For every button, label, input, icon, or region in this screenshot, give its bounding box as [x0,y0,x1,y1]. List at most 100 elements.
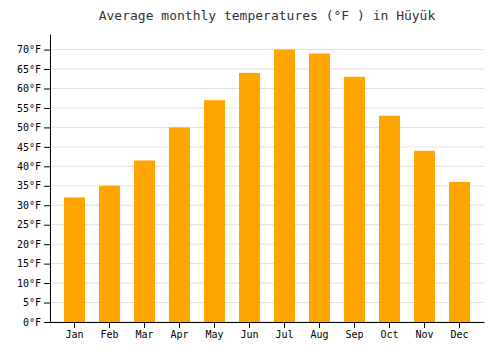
y-axis: 0°F 5°F 10°F 15°F 20°F 25°F 30°F 35°F 40°F 45°F 50… [17,35,51,328]
x-tick-mark [74,322,75,328]
y-tick: 5°F [23,297,50,308]
y-tick-label: 30°F [17,200,41,211]
y-tick-mark [44,166,50,167]
plot-area: 0°F 5°F 10°F 15°F 20°F 25°F 30°F 35°F 40°F 45°F 50… [17,35,485,341]
y-tick: 60°F [17,83,50,94]
grid-line [50,146,484,147]
x-tick-mark [424,322,425,328]
grid-line [50,127,484,128]
grid-line [50,49,484,50]
y-tick-label: 45°F [17,142,41,153]
x-tick-label: Aug [310,329,328,340]
y-tick-label: 15°F [17,258,41,269]
y-tick-label: 55°F [17,103,41,114]
y-tick-mark [44,322,50,323]
y-tick-mark [44,283,50,284]
y-tick: 55°F [17,103,50,114]
y-tick: 45°F [17,142,50,153]
x-tick-label: Sep [345,329,363,340]
y-tick-label: 60°F [17,83,41,94]
y-tick-label: 40°F [17,161,41,172]
y-tick-label: 5°F [23,297,41,308]
bar [64,197,85,322]
y-tick: 25°F [17,219,50,230]
bars [64,50,470,322]
y-tick: 65°F [17,64,50,75]
x-tick: Jan [65,322,83,340]
y-tick: 10°F [17,278,50,289]
y-tick: 70°F [17,44,50,55]
y-tick-label: 35°F [17,180,41,191]
y-tick-mark [44,244,50,245]
grid-line [50,69,484,70]
x-tick-mark [109,322,110,328]
x-tick: Nov [415,322,433,340]
y-tick: 35°F [17,180,50,191]
x-tick-mark [354,322,355,328]
y-tick-mark [44,108,50,109]
y-tick-mark [44,205,50,206]
grid-line [50,88,484,89]
x-tick-label: Jun [240,329,258,340]
x-tick: Apr [170,322,188,340]
y-tick-mark [44,127,50,128]
x-tick: Oct [380,322,398,340]
y-tick-label: 0°F [23,317,41,328]
y-tick: 0°F [23,317,50,328]
x-axis-line [51,322,485,323]
x-tick-mark [214,322,215,328]
bar [99,186,120,322]
y-tick-label: 65°F [17,64,41,75]
bar [239,73,260,322]
y-tick-mark [44,303,50,304]
y-tick-mark [44,186,50,187]
bar [309,53,330,322]
grid [50,50,484,322]
x-tick-mark [179,322,180,328]
x-tick-mark [319,322,320,328]
x-tick-label: Oct [380,329,398,340]
y-tick-mark [44,225,50,226]
x-tick: Dec [450,322,468,340]
x-tick-mark [144,322,145,328]
bar [344,77,365,322]
y-tick: 20°F [17,239,50,250]
x-tick-mark [249,322,250,328]
bar [414,151,435,322]
x-tick-mark [389,322,390,328]
y-tick: 30°F [17,200,50,211]
x-tick: Sep [345,322,363,340]
x-tick: Jul [275,322,293,340]
x-tick: May [205,322,223,340]
y-tick-mark [44,88,50,89]
x-tick: Feb [100,322,118,340]
y-tick: 50°F [17,122,50,133]
y-tick-mark [44,50,50,51]
x-tick-mark [459,322,460,328]
y-axis-line [50,35,51,323]
y-tick: 40°F [17,161,50,172]
bar [134,160,155,322]
x-tick-label: Jan [65,329,83,340]
y-tick-label: 70°F [17,44,41,55]
x-tick: Aug [310,322,328,340]
x-tick-label: Jul [275,329,293,340]
bar [204,100,225,322]
y-tick-mark [44,69,50,70]
x-tick-label: Mar [135,329,153,340]
y-tick-label: 20°F [17,239,41,250]
x-tick-label: May [205,329,223,340]
x-tick: Mar [135,322,153,340]
title: Average monthly temperatures (°F ) in Hü… [99,8,436,23]
y-tick-mark [44,264,50,265]
grid-line [50,107,484,108]
x-tick-label: Dec [450,329,468,340]
y-tick-label: 25°F [17,219,41,230]
x-tick-label: Apr [170,329,188,340]
bar [274,50,295,322]
y-tick: 15°F [17,258,50,269]
chart: 0°F 5°F 10°F 15°F 20°F 25°F 30°F 35°F 40°F 45°F 50… [0,0,500,350]
bar [169,127,190,322]
x-tick-label: Feb [100,329,118,340]
x-tick-label: Nov [415,329,433,340]
